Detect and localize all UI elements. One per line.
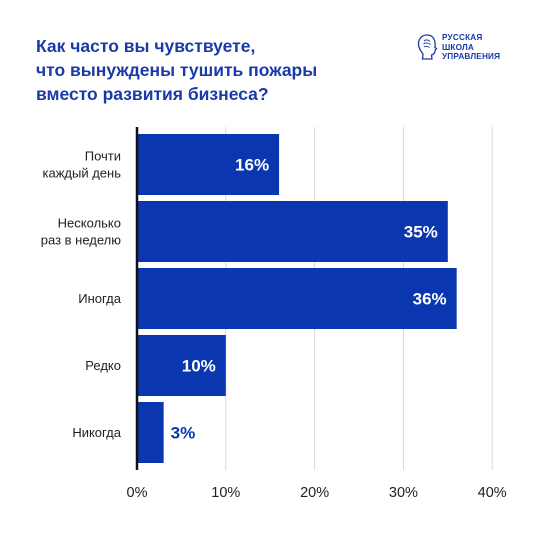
logo-text: РУССКАЯ ШКОЛА УПРАВЛЕНИЯ: [442, 33, 500, 62]
category-label: Редко: [85, 358, 121, 373]
bar: [137, 335, 226, 396]
bar: [137, 201, 448, 262]
bar: [137, 134, 280, 195]
chart-title-line: Как часто вы чувствуете,: [36, 36, 256, 56]
chart-title-line: вместо развития бизнеса?: [36, 84, 269, 104]
x-tick-label: 30%: [389, 485, 418, 501]
category-label-line: каждый день: [43, 166, 122, 181]
data-label: 3%: [171, 424, 196, 443]
bar: [137, 268, 457, 329]
category-label: Иногда: [78, 291, 121, 306]
category-label-line: Почти: [85, 149, 121, 164]
category-label-line: Редко: [85, 358, 121, 373]
x-tick-label: 20%: [300, 485, 329, 501]
category-label-line: Никогда: [72, 425, 121, 440]
data-label: 36%: [413, 290, 447, 309]
labels: 0% 10% 20% 30% 40% 16% Почти каждый день 35% Неск…: [41, 149, 507, 502]
data-label: 16%: [235, 156, 269, 175]
category-label-line: раз в неделю: [41, 233, 121, 248]
logo-line: УПРАВЛЕНИЯ: [442, 52, 501, 61]
x-tick-label: 40%: [478, 485, 507, 501]
category-label-line: Несколько: [58, 216, 121, 231]
category-label: Почти каждый день: [43, 149, 122, 181]
bars: [137, 134, 457, 463]
category-label: Никогда: [72, 425, 121, 440]
chart-title: Как часто вы чувствуете, что вынуждены т…: [36, 34, 356, 106]
data-label: 10%: [182, 357, 216, 376]
logo-line: РУССКАЯ: [442, 33, 483, 42]
x-tick-label: 0%: [127, 485, 148, 501]
chart-title-line: что вынуждены тушить пожары: [36, 60, 318, 80]
data-label: 35%: [404, 223, 438, 242]
school-logo: РУССКАЯ ШКОЛА УПРАВЛЕНИЯ: [416, 33, 500, 62]
x-tick-label: 10%: [211, 485, 240, 501]
category-label-line: Иногда: [78, 291, 121, 306]
bar: [137, 402, 164, 463]
logo-line: ШКОЛА: [442, 42, 475, 52]
category-label: Несколько раз в неделю: [41, 216, 121, 248]
profile-head-logo-icon: [417, 34, 438, 60]
